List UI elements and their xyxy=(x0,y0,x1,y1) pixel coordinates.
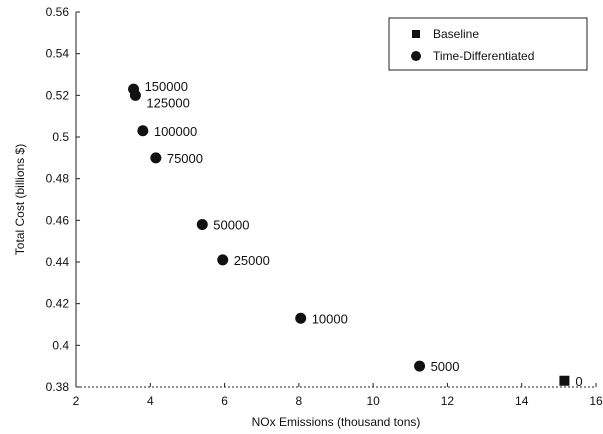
x-tick-label: 6 xyxy=(221,394,228,408)
x-axis-label: NOx Emissions (thousand tons) xyxy=(252,415,421,429)
data-point-circle xyxy=(129,89,141,101)
data-label: 50000 xyxy=(213,218,249,233)
x-tick-label: 2 xyxy=(73,394,80,408)
y-tick-label: 0.5 xyxy=(52,130,69,144)
y-tick-label: 0.4 xyxy=(52,338,69,352)
legend: Baseline Time-Differentiated xyxy=(388,17,588,71)
x-tick-label: 12 xyxy=(441,394,455,408)
data-point-circle xyxy=(414,360,426,372)
data-point-circle xyxy=(196,219,208,230)
x-tick-label: 16 xyxy=(589,394,603,408)
y-tick-label: 0.56 xyxy=(46,5,70,19)
data-label: 100000 xyxy=(154,124,197,139)
y-tick-label: 0.52 xyxy=(46,88,70,102)
data-label: 150000 xyxy=(145,79,188,94)
legend-circle-marker xyxy=(411,51,421,61)
y-tick-label: 0.54 xyxy=(46,47,70,61)
legend-box xyxy=(388,17,588,71)
data-label: 10000 xyxy=(312,311,348,326)
y-tick-label: 0.46 xyxy=(46,213,70,227)
data-label: 125000 xyxy=(146,95,189,110)
data-point-circle xyxy=(150,152,162,164)
data-point-circle xyxy=(295,312,307,324)
y-tick-label: 0.42 xyxy=(46,297,70,311)
x-tick-label: 10 xyxy=(366,394,380,408)
data-label: 5000 xyxy=(431,359,460,374)
x-tick-label: 4 xyxy=(147,394,154,408)
data-point-square xyxy=(559,375,570,386)
x-tick-label: 8 xyxy=(296,394,303,408)
y-axis-label: Total Cost (billions $) xyxy=(13,144,27,255)
data-label: 25000 xyxy=(234,253,270,268)
legend-square-marker xyxy=(412,30,420,38)
legend-entry-baseline: Baseline xyxy=(433,27,479,41)
y-tick-label: 0.38 xyxy=(46,380,70,394)
data-point-circle xyxy=(137,125,149,137)
legend-entry-time-differentiated: Time-Differentiated xyxy=(433,49,534,63)
data-point-circle xyxy=(217,254,229,266)
y-tick-label: 0.48 xyxy=(46,172,70,186)
data-label: 0 xyxy=(575,374,582,389)
data-label: 75000 xyxy=(167,151,203,166)
x-tick-label: 14 xyxy=(515,394,529,408)
y-tick-label: 0.44 xyxy=(46,255,70,269)
